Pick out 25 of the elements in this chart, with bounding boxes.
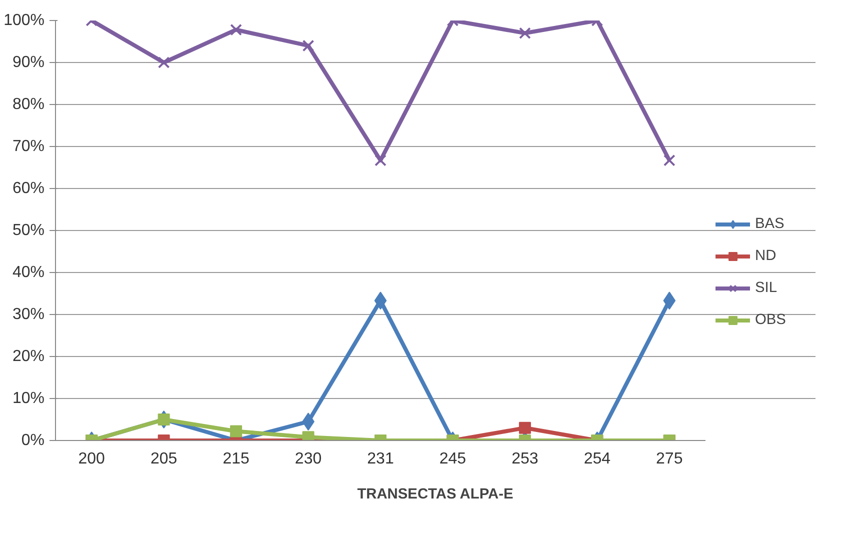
y-tick-label: 30% bbox=[12, 306, 45, 323]
y-tick-label: 70% bbox=[12, 138, 45, 155]
x-tick-label: 200 bbox=[78, 450, 106, 468]
x-tick-label: 245 bbox=[439, 450, 466, 468]
legend-label: ND bbox=[755, 248, 776, 264]
y-tick-label: 80% bbox=[12, 96, 45, 113]
legend-label: BAS bbox=[755, 216, 784, 232]
x-tick-label: 254 bbox=[584, 450, 611, 468]
x-tick-label: 275 bbox=[656, 450, 683, 468]
x-tick-label: 253 bbox=[512, 450, 538, 468]
y-tick-label: 0% bbox=[21, 432, 44, 449]
legend-label: OBS bbox=[755, 312, 786, 328]
x-tick-label: 205 bbox=[150, 450, 178, 468]
x-axis-title: TRANSECTAS ALPA-E bbox=[357, 486, 514, 502]
legend-label: SIL bbox=[755, 280, 777, 296]
y-tick-label: 50% bbox=[12, 222, 45, 239]
y-tick-label: 10% bbox=[12, 390, 45, 407]
x-tick-label: 215 bbox=[222, 450, 250, 468]
y-tick-label: 90% bbox=[12, 54, 45, 71]
y-tick-label: 40% bbox=[12, 264, 45, 281]
y-tick-label: 20% bbox=[12, 348, 45, 365]
x-tick-label: 230 bbox=[294, 450, 322, 468]
x-tick-label: 231 bbox=[367, 450, 394, 468]
y-tick-label: 100% bbox=[4, 12, 44, 29]
y-tick-label: 60% bbox=[12, 180, 45, 197]
